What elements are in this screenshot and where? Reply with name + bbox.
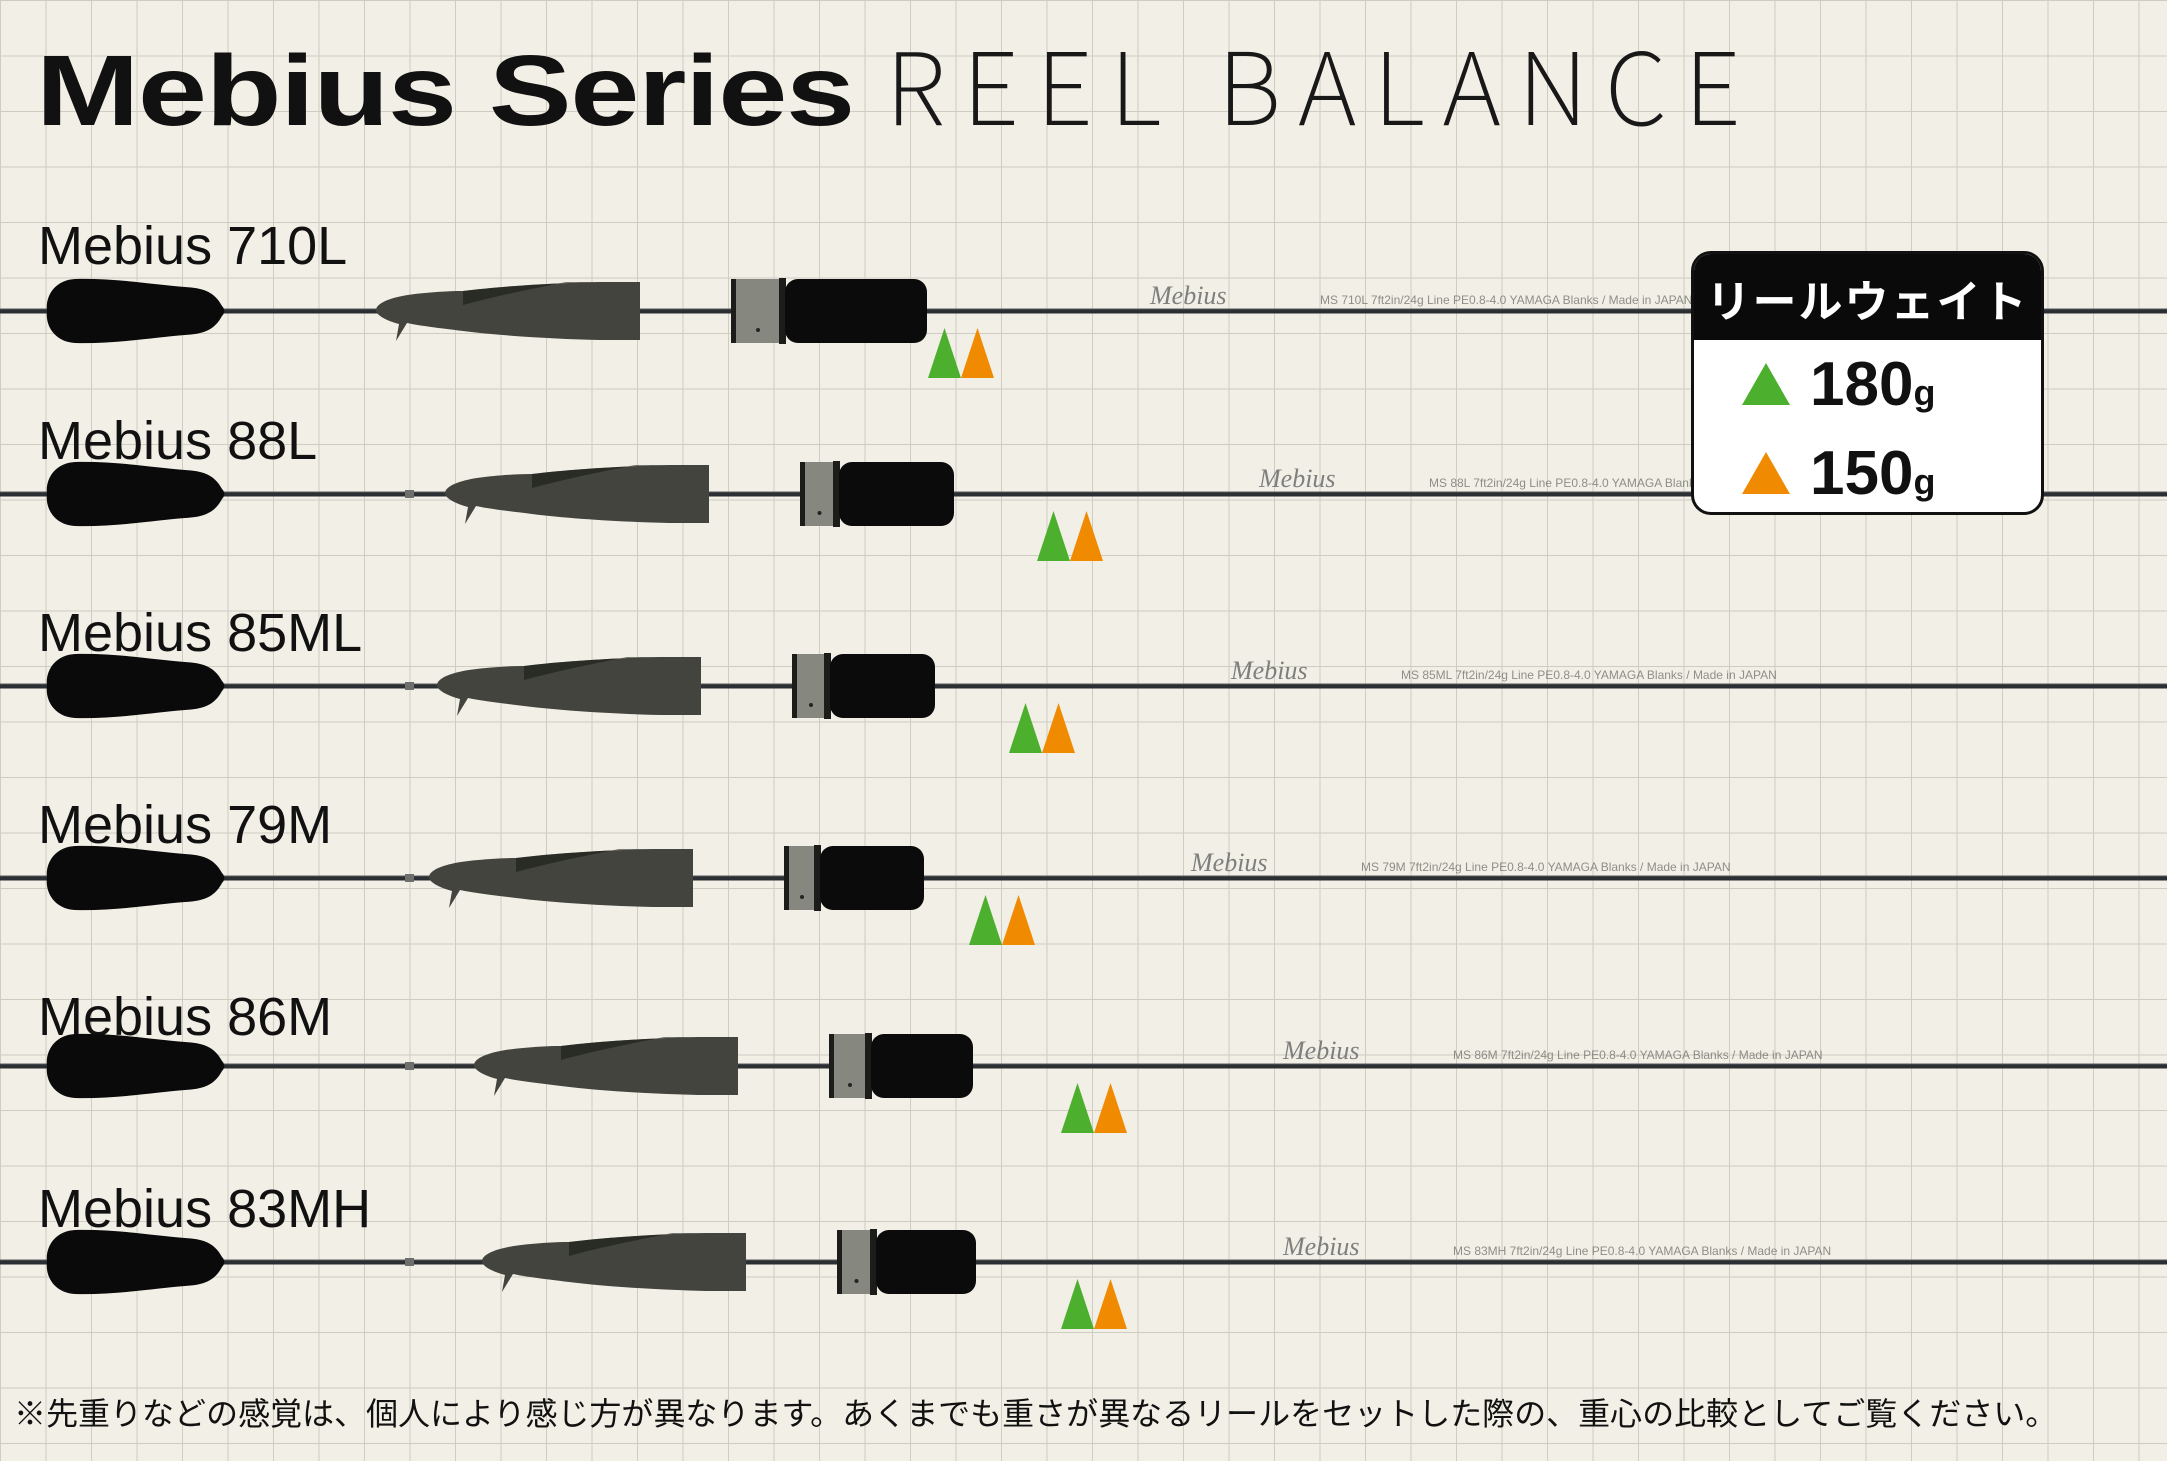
svg-text:MS 79M 7ft2in/24g Line PE0: MS 79M 7ft2in/24g Line PE0.8-4.0 YAMAGA … (1361, 860, 1731, 874)
svg-text:MS 83MH 7ft2in/24g Line PE: MS 83MH 7ft2in/24g Line PE0.8-4.0 YAMAGA… (1453, 1244, 1831, 1258)
svg-text:Mebius: Mebius (1149, 281, 1227, 310)
svg-text:Mebius: Mebius (1282, 1232, 1360, 1261)
svg-text:MS 710L 7ft2in/24g Line PE: MS 710L 7ft2in/24g Line PE0.8-4.0 YAMAGA… (1320, 293, 1692, 307)
svg-text:Mebius: Mebius (1190, 848, 1268, 877)
svg-text:Mebius: Mebius (1282, 1036, 1360, 1065)
svg-text:Mebius: Mebius (1258, 464, 1336, 493)
svg-text:Mebius: Mebius (1230, 656, 1308, 685)
svg-text:MS 86M 7ft2in/24g Line PE0: MS 86M 7ft2in/24g Line PE0.8-4.0 YAMAGA … (1453, 1048, 1823, 1062)
svg-text:MS 85ML 7ft2in/24g Line PE: MS 85ML 7ft2in/24g Line PE0.8-4.0 YAMAGA… (1401, 668, 1777, 682)
